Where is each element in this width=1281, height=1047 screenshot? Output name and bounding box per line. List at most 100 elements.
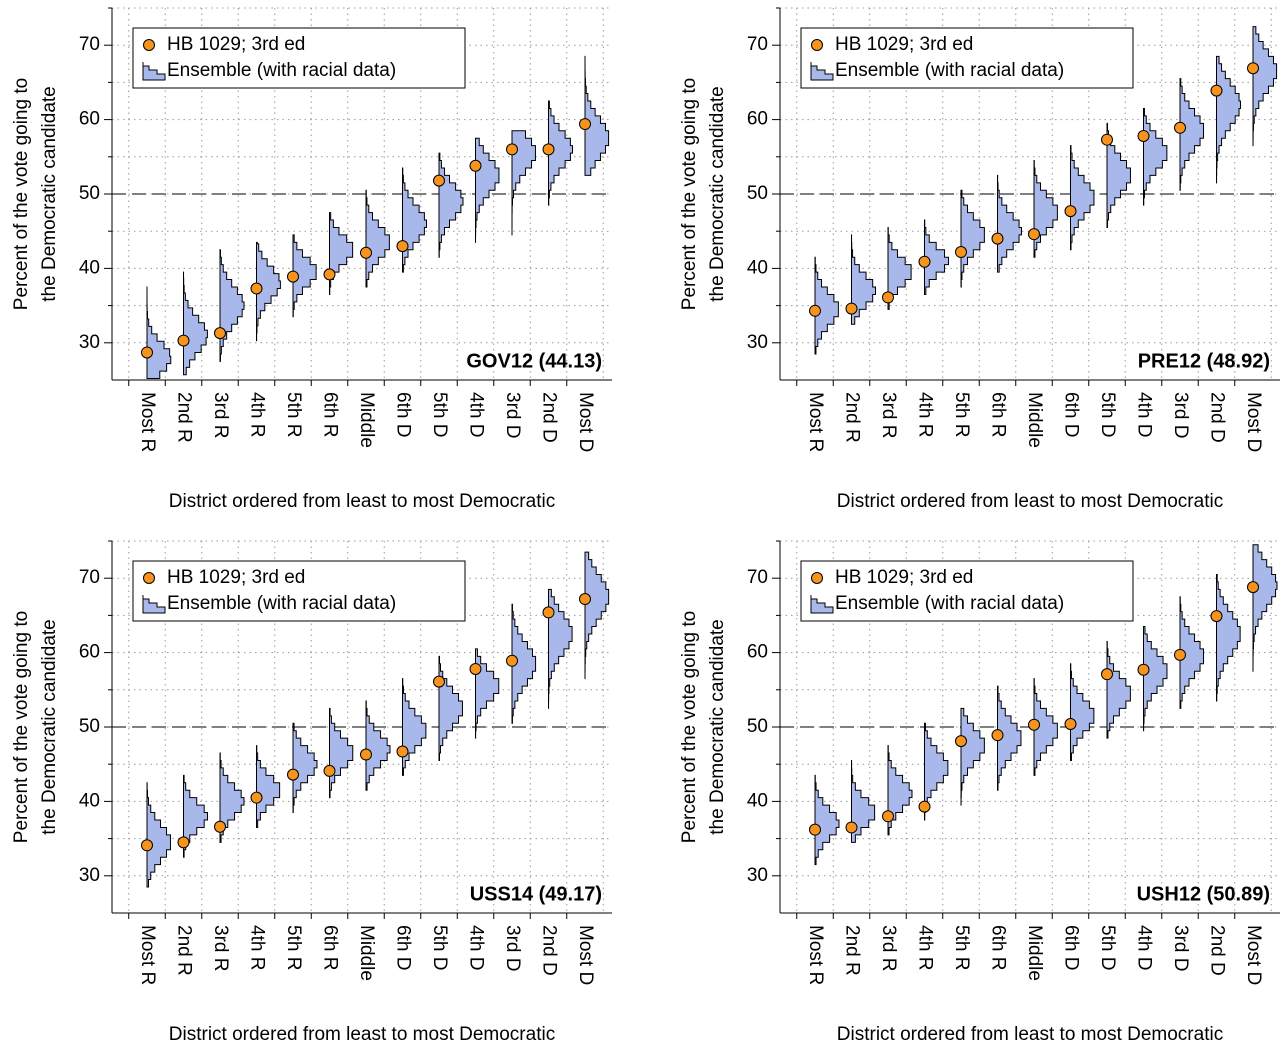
x-tick-label: Middle [356,392,377,448]
ensemble-histogram [1143,626,1168,732]
legend-marker [142,62,166,81]
legend-marker [142,595,166,614]
ensemble-histogram [146,782,171,888]
panel: 30 40 50 60 70 Percent of the vote going to th… [679,540,1280,1045]
plan-point [955,246,967,259]
legend-label: HB 1029; 3rd ed [167,567,305,588]
plan-point [991,232,1004,245]
legend-box [800,27,1134,89]
x-axis-label: District ordered from least to most Demo… [837,491,1223,512]
x-tick-label: Most D [575,925,596,985]
ensemble-histogram [329,707,354,799]
ensemble-histogram [146,287,172,380]
y-tick-label: 40 [79,790,100,811]
ensemble-histogram [814,774,840,866]
legend-label: HB 1029; 3rd ed [835,34,973,55]
ensemble-histogram [438,655,463,761]
plan-point [579,593,591,606]
ensemble-histogram [584,55,610,176]
ensemble-histogram [1033,160,1058,258]
x-tick-label: Most D [1243,392,1264,452]
legend-marker [143,39,155,51]
plan-point [1247,62,1259,75]
x-tick-label: 6th D [392,925,413,970]
ensemble-histogram [219,249,245,362]
ensemble-histogram [183,271,208,376]
plan-point [918,800,931,813]
ensemble-histogram [997,174,1022,273]
plan-point [323,268,336,281]
annotation: USH12 (50.89) [1137,883,1270,905]
plan-point [1101,668,1113,681]
ensemble-histogram [960,707,985,806]
x-tick-label: 5th R [283,392,304,437]
plan-point [433,675,445,688]
x-tick-label: 6th D [1060,925,1081,970]
plan-point [177,836,190,849]
y-axis-label: the Democratic candidate [707,619,728,834]
y-axis-label: Percent of the vote going to [11,78,32,310]
y-tick-label: 40 [79,257,100,278]
x-tick-label: 6th R [319,925,340,970]
ensemble-histogram [1179,78,1205,191]
x-tick-label: 3rd D [502,925,523,971]
x-tick-label: Middle [356,925,377,981]
ensemble-histogram [329,212,354,295]
y-tick-label: 30 [747,865,768,886]
ensemble-histogram [292,722,318,814]
y-axis-label: the Democratic candidate [39,619,60,834]
x-tick-label: 3rd R [878,392,899,438]
plan-point [177,334,190,347]
ensemble-histogram [402,167,427,273]
x-tick-label: 3rd R [210,925,231,971]
panel: 30 40 50 60 70 Percent of the vote going to th… [679,7,1280,512]
y-axis-label: Percent of the vote going to [679,78,700,310]
x-tick-label: 3rd D [1170,392,1191,438]
plan-point [1064,205,1077,218]
x-tick-label: Most R [805,392,826,452]
plan-point [141,346,153,359]
x-tick-label: 3rd D [1170,925,1191,971]
y-tick-label: 60 [79,109,100,130]
plan-point [214,820,226,833]
plan-point [1101,133,1113,146]
x-tick-label: Middle [1024,392,1045,448]
plan-point [360,748,372,761]
x-tick-label: 3rd R [210,392,231,438]
x-tick-label: Most R [805,925,826,985]
ensemble-histogram [887,745,913,836]
y-tick-label: 70 [747,567,768,588]
ensemble-histogram [1252,544,1278,672]
x-tick-label: 4th R [914,392,935,437]
plan-point [396,240,409,253]
x-tick-label: 5th R [283,925,304,970]
y-axis-label: Percent of the vote going to [11,611,32,843]
y-tick-label: 30 [79,332,100,353]
ensemble-histogram [1216,573,1241,702]
ensemble-histogram [584,551,610,680]
plan-point [469,662,482,675]
y-tick-label: 60 [747,642,768,663]
y-tick-label: 60 [79,642,100,663]
y-tick-label: 30 [747,332,768,353]
plan-point [250,791,263,804]
ensemble-histogram [402,678,427,776]
ensemble-histogram [1143,107,1168,206]
x-tick-label: 2nd R [173,925,194,976]
x-tick-label: 2nd R [173,392,194,443]
plan-point [1174,121,1186,134]
plan-point [809,823,821,836]
plan-point [845,302,858,315]
y-axis-label: the Democratic candidate [707,86,728,301]
plan-point [141,839,153,852]
x-tick-label: Middle [1024,925,1045,981]
x-tick-label: 2nd D [538,392,559,443]
plan-point [845,821,858,834]
plan-point [882,291,894,304]
legend-marker [811,39,823,51]
y-tick-label: 50 [747,183,768,204]
plan-point [1028,718,1040,731]
plan-point [506,654,518,667]
x-tick-label: 5th D [1097,392,1118,437]
x-tick-label: 4th D [465,925,486,970]
